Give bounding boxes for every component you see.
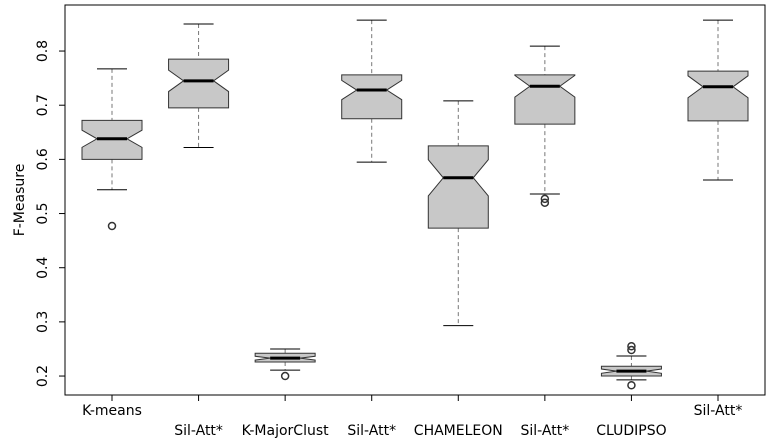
x-tick-label: Sil-Att* bbox=[347, 423, 396, 439]
x-tick-label: Sil-Att* bbox=[174, 423, 223, 439]
x-tick-label: Sil-Att* bbox=[694, 403, 743, 419]
y-tick-label: 0.6 bbox=[35, 148, 51, 170]
plot-frame bbox=[64, 4, 766, 396]
x-tick-label: Sil-Att* bbox=[520, 423, 569, 439]
box bbox=[687, 70, 749, 122]
x-tick-label: CLUDIPSO bbox=[596, 423, 666, 439]
x-tick-label: K-MajorClust bbox=[242, 423, 329, 439]
box bbox=[341, 74, 403, 120]
y-tick-label: 0.4 bbox=[35, 256, 51, 278]
x-tick-label: CHAMELEON bbox=[414, 423, 503, 439]
box bbox=[514, 74, 576, 125]
x-tick-label: K-means bbox=[82, 403, 142, 419]
outlier bbox=[540, 194, 550, 204]
outlier bbox=[280, 371, 290, 381]
box bbox=[427, 145, 489, 229]
outlier bbox=[627, 345, 636, 355]
y-tick-label: 0.3 bbox=[35, 311, 51, 333]
y-tick-label: 0.5 bbox=[35, 202, 51, 224]
outlier bbox=[107, 221, 117, 231]
box bbox=[168, 58, 230, 109]
y-tick-label: 0.2 bbox=[35, 365, 51, 387]
outlier bbox=[540, 198, 550, 207]
outlier bbox=[627, 381, 636, 390]
y-tick-label: 0.7 bbox=[35, 94, 51, 116]
outlier bbox=[627, 342, 636, 351]
y-axis-label: F-Measure bbox=[12, 164, 28, 237]
y-tick-label: 0.8 bbox=[35, 40, 51, 62]
